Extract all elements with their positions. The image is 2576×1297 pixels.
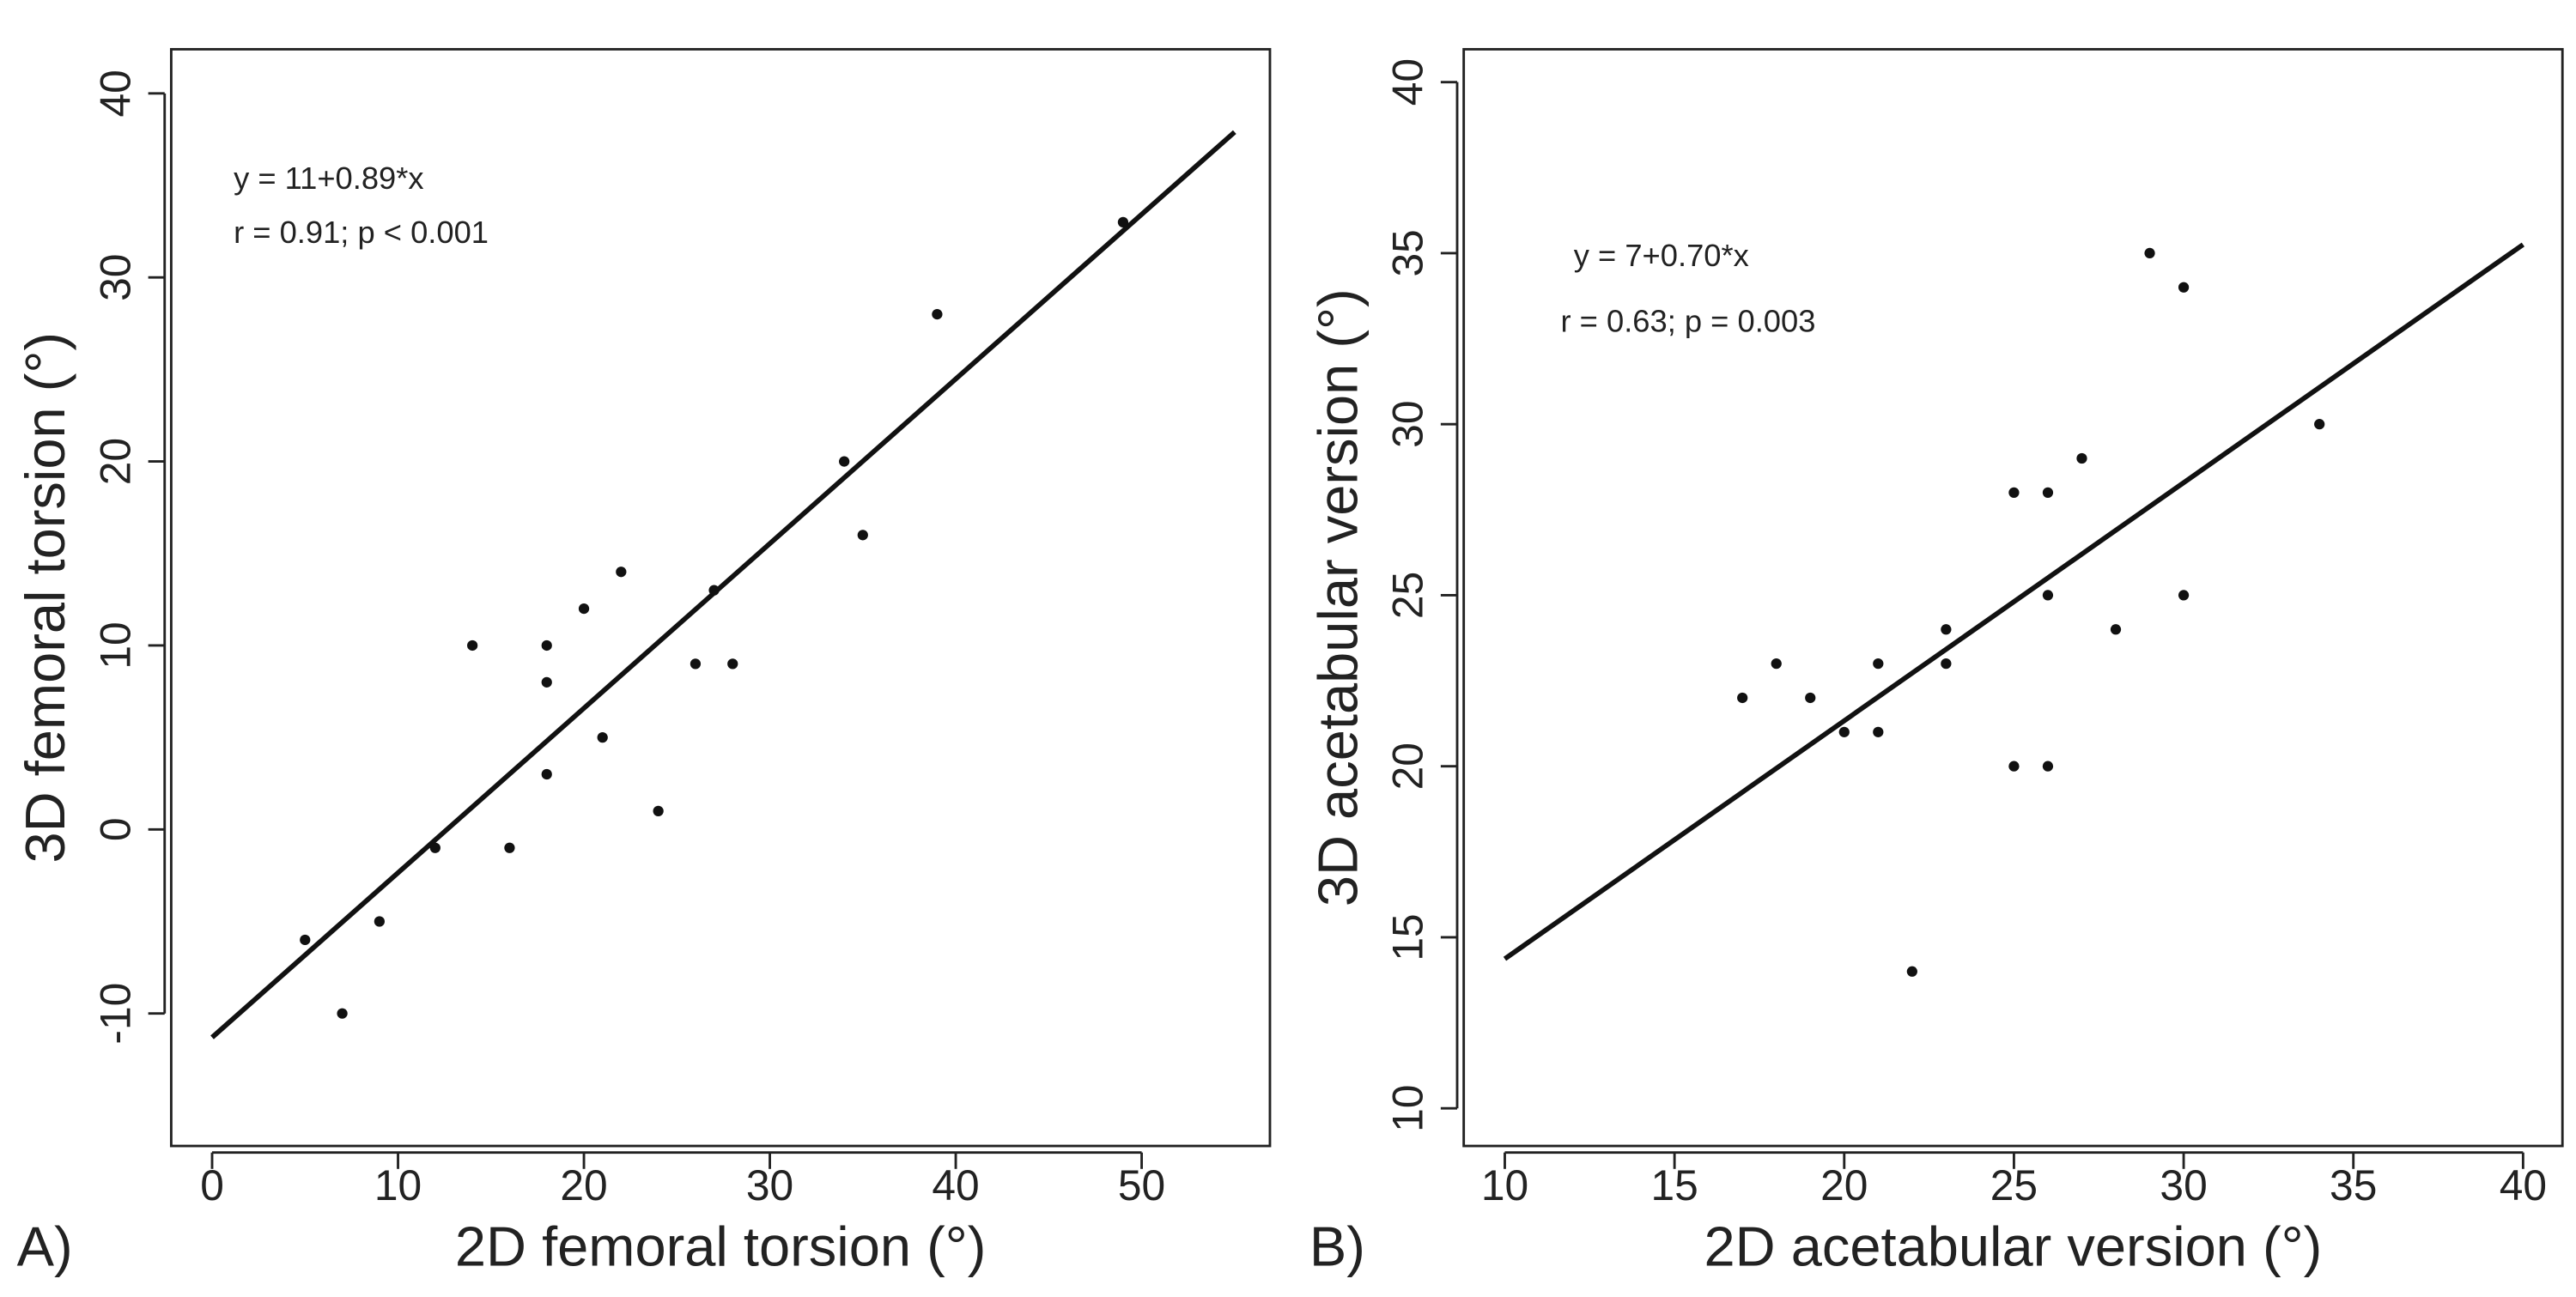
point [2008,761,2020,772]
x-tick-label: 30 [746,1161,793,1209]
panel-label: B) [1309,1215,1365,1278]
point [1771,658,1782,670]
regression-line [1503,242,2525,961]
plot-frame [1462,47,2564,1148]
point [1906,966,1917,977]
point [2008,487,2020,498]
point [1873,726,1884,737]
y-axis-title: 3D femoral torsion (°) [14,332,76,864]
point [727,658,738,670]
x-tick-label: 40 [2500,1161,2547,1209]
point [1737,692,1748,704]
x-axis-title: 2D femoral torsion (°) [455,1215,987,1278]
point [616,567,627,578]
y-tick-label: 40 [91,70,139,117]
x-tick-label: 15 [1650,1161,1698,1209]
x-tick-label: 0 [200,1161,224,1209]
point [932,308,943,320]
point [2144,247,2155,259]
annotation: y = 11+0.89*x [234,161,423,196]
x-tick-label: 35 [2330,1161,2377,1209]
point [504,842,515,853]
point [300,934,311,946]
x-axis-title: 2D acetabular version (°) [1704,1215,2323,1278]
point [2042,761,2054,772]
point [1117,216,1129,228]
point [2178,590,2190,601]
point [541,768,552,780]
y-tick-label: 30 [91,254,139,301]
y-tick-label: 10 [91,621,139,669]
point [1941,624,1952,635]
point [541,639,552,652]
point [578,603,590,615]
point [1838,726,1850,737]
y-tick-label: 25 [1384,572,1432,619]
x-tick-label: 30 [2160,1161,2207,1209]
annotation: r = 0.63; p = 0.003 [1561,303,1816,338]
plot-frame [169,47,1272,1148]
point [429,842,440,853]
x-tick-label: 40 [932,1161,979,1209]
point [1873,658,1884,670]
x-tick-label: 20 [560,1161,607,1209]
point [2178,282,2190,293]
point [467,639,478,652]
y-tick-label: 15 [1384,913,1432,961]
x-tick-label: 25 [1990,1161,2038,1209]
point [690,658,702,670]
y-axis-title: 3D acetabular version (°) [1306,288,1369,906]
y-tick-label: 30 [1384,401,1432,448]
point [2042,590,2054,601]
point [1805,692,1816,704]
y-tick-label: 20 [91,438,139,485]
annotation: r = 0.91; p < 0.001 [234,215,489,250]
x-tick-label: 10 [374,1161,422,1209]
panel-label: A) [17,1215,73,1278]
y-tick-label: -10 [91,983,139,1045]
point [2076,452,2087,464]
point [653,805,664,816]
point [2314,419,2325,430]
point [839,456,850,467]
point [597,732,608,743]
point [541,676,552,688]
point [857,530,868,541]
annotation: y = 7+0.70*x [1574,238,1749,273]
regression-line [210,130,1236,1039]
point [1941,658,1952,670]
y-tick-label: 20 [1384,742,1432,790]
x-tick-label: 50 [1118,1161,1165,1209]
y-tick-label: 10 [1384,1085,1432,1132]
point [708,585,720,596]
y-tick-label: 35 [1384,229,1432,276]
point [2042,487,2054,498]
point [2110,624,2122,635]
y-tick-label: 40 [1384,58,1432,106]
point [374,916,386,927]
x-tick-label: 20 [1820,1161,1868,1209]
x-tick-label: 10 [1481,1161,1528,1209]
y-tick-label: 0 [91,817,139,841]
point [337,1008,348,1019]
